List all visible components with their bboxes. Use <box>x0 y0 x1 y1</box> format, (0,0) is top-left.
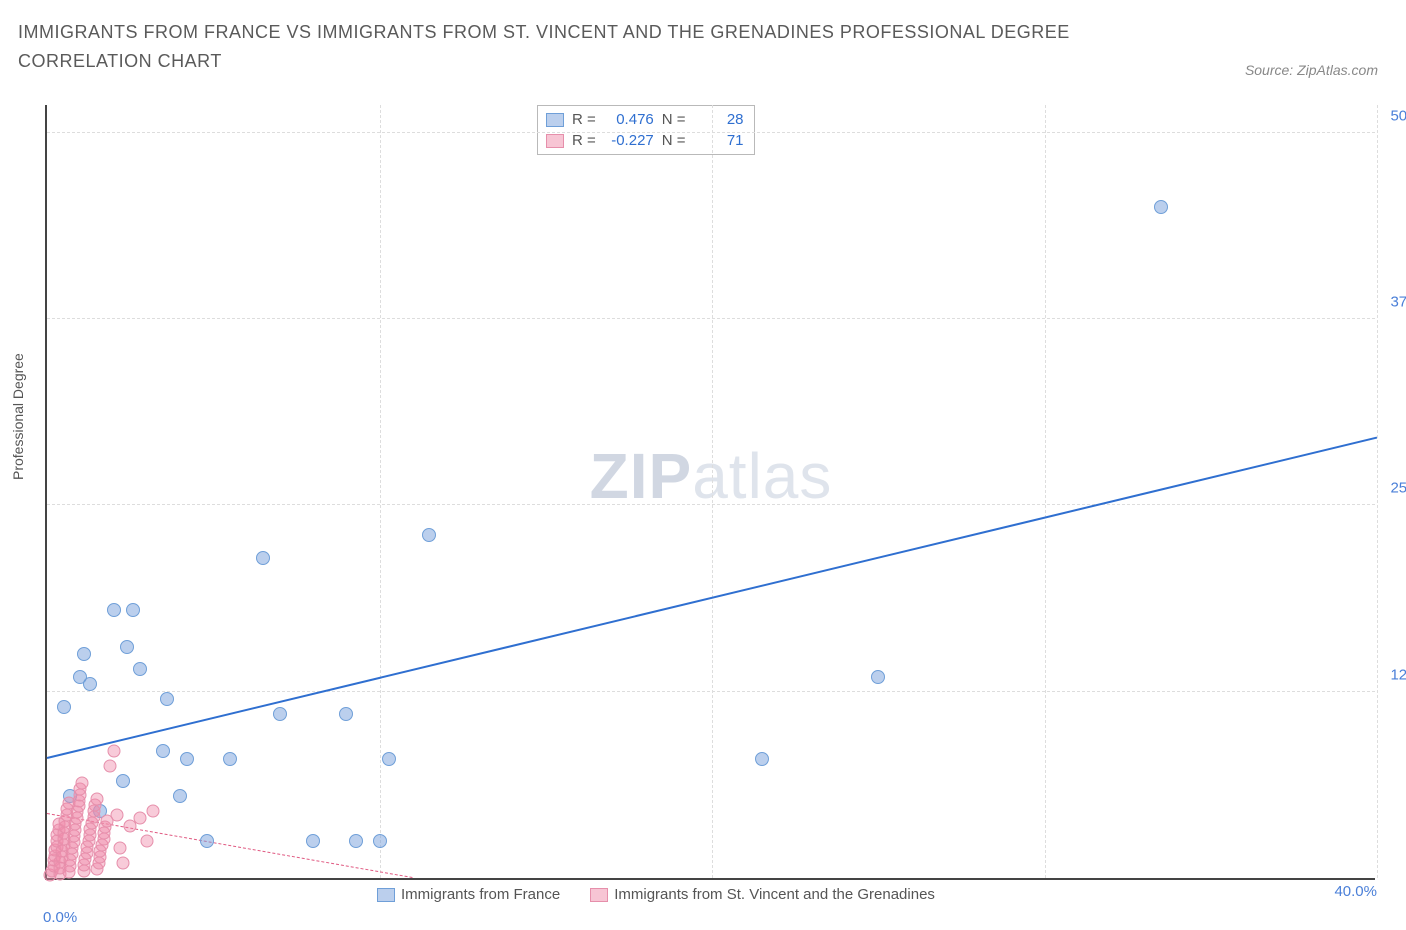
scatter-point <box>273 707 287 721</box>
scatter-point <box>57 700 71 714</box>
scatter-point <box>173 789 187 803</box>
scatter-point <box>83 677 97 691</box>
legend-label-stvincent: Immigrants from St. Vincent and the Gren… <box>614 886 935 903</box>
x-tick-origin: 0.0% <box>43 909 77 926</box>
scatter-point <box>180 752 194 766</box>
legend-n-france: 28 <box>694 109 744 130</box>
source-attribution: Source: ZipAtlas.com <box>1245 62 1378 78</box>
scatter-point <box>107 603 121 617</box>
scatter-point <box>117 857 130 870</box>
scatter-point <box>126 603 140 617</box>
gridline-vertical <box>1377 105 1378 878</box>
scatter-point <box>1154 200 1168 214</box>
legend-item-stvincent: Immigrants from St. Vincent and the Gren… <box>590 886 935 903</box>
legend-item-france: Immigrants from France <box>377 886 560 903</box>
watermark-light: atlas <box>692 440 832 512</box>
scatter-point <box>133 662 147 676</box>
y-axis-label: Professional Degree <box>10 353 26 480</box>
scatter-point <box>116 774 130 788</box>
swatch-pink <box>546 134 564 148</box>
swatch-pink <box>590 888 608 902</box>
scatter-point <box>147 804 160 817</box>
scatter-point <box>90 793 103 806</box>
scatter-point <box>160 692 174 706</box>
scatter-point <box>114 842 127 855</box>
scatter-point <box>140 834 153 847</box>
scatter-point <box>156 744 170 758</box>
scatter-point <box>110 809 123 822</box>
scatter-point <box>373 834 387 848</box>
legend-r-label: R = <box>572 130 596 151</box>
scatter-point <box>120 640 134 654</box>
scatter-point <box>75 776 88 789</box>
scatter-point <box>134 812 147 825</box>
watermark-bold: ZIP <box>590 440 693 512</box>
legend-n-label: N = <box>662 109 686 130</box>
gridline-vertical <box>712 105 713 878</box>
swatch-blue <box>546 113 564 127</box>
scatter-plot-area: ZIPatlas R = 0.476 N = 28 R = -0.227 N =… <box>45 105 1375 880</box>
scatter-point <box>107 745 120 758</box>
scatter-point <box>871 670 885 684</box>
legend-n-label: N = <box>662 130 686 151</box>
scatter-point <box>422 528 436 542</box>
swatch-blue <box>377 888 395 902</box>
y-tick-label: 50.0% <box>1390 107 1406 124</box>
gridline-vertical <box>1045 105 1046 878</box>
legend-label-france: Immigrants from France <box>401 886 560 903</box>
legend-r-stvincent: -0.227 <box>604 130 654 151</box>
legend-row-france: R = 0.476 N = 28 <box>546 109 744 130</box>
y-tick-label: 37.5% <box>1390 294 1406 311</box>
chart-title: IMMIGRANTS FROM FRANCE VS IMMIGRANTS FRO… <box>18 18 1118 76</box>
scatter-point <box>382 752 396 766</box>
scatter-point <box>104 760 117 773</box>
legend-r-label: R = <box>572 109 596 130</box>
y-tick-label: 12.5% <box>1390 666 1406 683</box>
scatter-point <box>339 707 353 721</box>
gridline-horizontal <box>47 132 1375 133</box>
scatter-point <box>200 834 214 848</box>
legend-row-stvincent: R = -0.227 N = 71 <box>546 130 744 151</box>
scatter-point <box>755 752 769 766</box>
gridline-horizontal <box>47 691 1375 692</box>
scatter-point <box>349 834 363 848</box>
y-tick-label: 25.0% <box>1390 480 1406 497</box>
gridline-horizontal <box>47 504 1375 505</box>
gridline-vertical <box>380 105 381 878</box>
scatter-point <box>256 551 270 565</box>
scatter-point <box>223 752 237 766</box>
correlation-legend: R = 0.476 N = 28 R = -0.227 N = 71 <box>537 105 755 155</box>
series-legend: Immigrants from France Immigrants from S… <box>377 886 935 903</box>
scatter-point <box>77 647 91 661</box>
x-tick-end: 40.0% <box>1334 883 1377 900</box>
legend-n-stvincent: 71 <box>694 130 744 151</box>
legend-r-france: 0.476 <box>604 109 654 130</box>
gridline-horizontal <box>47 318 1375 319</box>
watermark: ZIPatlas <box>590 439 833 513</box>
scatter-point <box>306 834 320 848</box>
